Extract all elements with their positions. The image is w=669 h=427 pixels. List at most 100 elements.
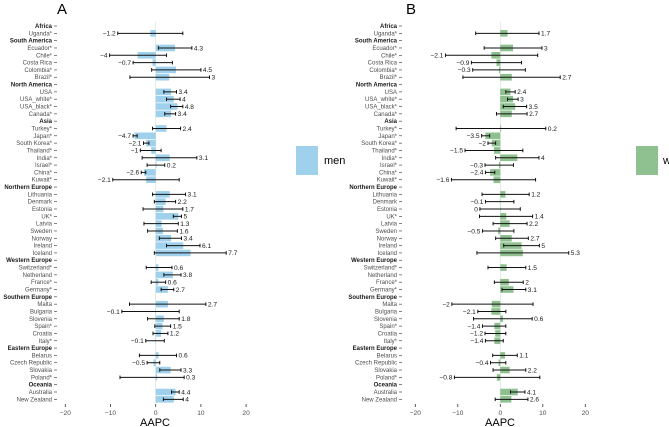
country-label: Kuwait* — [32, 178, 53, 184]
value-label: 1.5 — [528, 265, 537, 272]
country-label: USA_black* — [20, 105, 53, 111]
country-label: Slovakia — [29, 368, 52, 374]
region-header: North America — [11, 83, 53, 89]
legend-label: men — [324, 155, 345, 167]
value-label: 1.4 — [535, 214, 544, 221]
bar — [155, 110, 172, 118]
value-label: 1.2 — [170, 331, 179, 338]
value-label: 3.5 — [529, 104, 538, 111]
country-label: Kuwait* — [377, 178, 398, 184]
country-label: Denmark — [28, 200, 53, 206]
value-label: 4.5 — [203, 67, 212, 74]
country-label: Turkey* — [377, 126, 398, 132]
value-label: −4.7 — [118, 133, 131, 140]
country-label: China* — [379, 170, 398, 176]
value-label: 0.2 — [167, 162, 176, 169]
x-tick-label: 0 — [498, 410, 502, 417]
value-label: 4 — [182, 97, 186, 104]
country-label: Japan* — [378, 134, 397, 140]
value-label: 1.7 — [185, 206, 194, 213]
country-label: Switzerland* — [364, 266, 398, 272]
value-label: −0.3 — [458, 67, 471, 74]
region-header: Western Europe — [351, 258, 398, 264]
country-label: Uganda* — [29, 31, 53, 37]
value-label: −1 — [131, 148, 139, 155]
value-label: 4.4 — [181, 389, 190, 396]
value-label: −2 — [442, 301, 450, 308]
region-header: Oceania — [29, 383, 53, 389]
value-label: −1.2 — [103, 31, 116, 38]
country-label: Chile* — [381, 53, 398, 59]
legend-swatch — [636, 146, 658, 175]
region-header: Northern Europe — [349, 185, 397, 191]
country-label: Sweden — [375, 229, 397, 235]
value-label: 3 — [520, 97, 524, 104]
country-label: Ireland — [379, 244, 397, 250]
value-label: 0.6 — [534, 316, 543, 323]
x-axis-title: AAPC — [485, 417, 515, 427]
region-header: Northern Europe — [4, 185, 52, 191]
bar — [485, 132, 501, 140]
value-label: 2.4 — [183, 126, 192, 133]
value-label: 0.6 — [168, 280, 177, 287]
value-label: 3 — [544, 45, 548, 52]
bar — [500, 388, 518, 396]
country-label: USA_white* — [20, 97, 53, 103]
country-label: USA — [40, 90, 52, 96]
country-label: Bulgaria — [30, 309, 53, 315]
region-header: South America — [10, 39, 53, 45]
value-label: 0 — [474, 206, 478, 213]
country-label: Czech Republic — [355, 361, 397, 367]
value-label: 3.4 — [178, 111, 187, 118]
country-label: Australia — [374, 390, 398, 396]
value-label: −2.1 — [463, 309, 476, 316]
country-label: Czech Republic — [10, 361, 52, 367]
country-label: Brazil* — [380, 75, 398, 81]
country-label: Spain* — [34, 324, 52, 330]
value-label: −0.1 — [470, 199, 483, 206]
value-label: 3.1 — [188, 192, 197, 199]
value-label: 0.6 — [178, 353, 187, 360]
country-label: Slovenia — [374, 317, 398, 323]
value-label: 1.5 — [173, 323, 182, 330]
country-label: Brazil* — [35, 75, 53, 81]
value-label: 1.2 — [531, 192, 540, 199]
value-label: 1.3 — [180, 221, 189, 228]
x-tick-label: −20 — [410, 410, 422, 417]
value-label: 3.1 — [199, 155, 208, 162]
country-label: Norway — [32, 236, 52, 242]
bar — [143, 169, 156, 176]
legend-label: women — [662, 155, 669, 167]
value-label: 2.2 — [529, 221, 538, 228]
value-label: 1.1 — [519, 353, 528, 360]
country-label: Switzerland* — [19, 266, 53, 272]
country-label: India* — [382, 156, 398, 162]
country-label: Italy* — [39, 339, 53, 345]
value-label: −0.1 — [131, 338, 144, 345]
country-label: Belarus — [377, 353, 397, 359]
value-label: 0.3 — [186, 375, 195, 382]
country-label: Netherland — [368, 273, 397, 279]
value-label: 1.7 — [541, 31, 550, 38]
country-label: Netherland — [23, 273, 52, 279]
country-label: Italy* — [384, 339, 398, 345]
country-label: Ecuador* — [27, 46, 52, 52]
country-label: Spain* — [379, 324, 397, 330]
value-label: 5 — [541, 243, 545, 250]
country-label: UK* — [41, 214, 52, 220]
value-label: −0.9 — [456, 60, 469, 67]
value-label: −0.5 — [132, 360, 145, 367]
country-label: Canada* — [29, 112, 53, 118]
value-label: −1.6 — [436, 177, 449, 184]
bar — [500, 95, 514, 103]
country-label: Estonia — [32, 207, 53, 213]
value-label: −2.1 — [430, 53, 443, 60]
legend-swatch — [296, 146, 318, 175]
country-label: Ecuador* — [372, 46, 397, 52]
country-label: India* — [37, 156, 53, 162]
value-label: 4 — [185, 397, 189, 404]
x-tick-label: 0 — [154, 410, 158, 417]
value-label: −0.1 — [107, 309, 120, 316]
country-label: Lithuania — [373, 192, 398, 198]
